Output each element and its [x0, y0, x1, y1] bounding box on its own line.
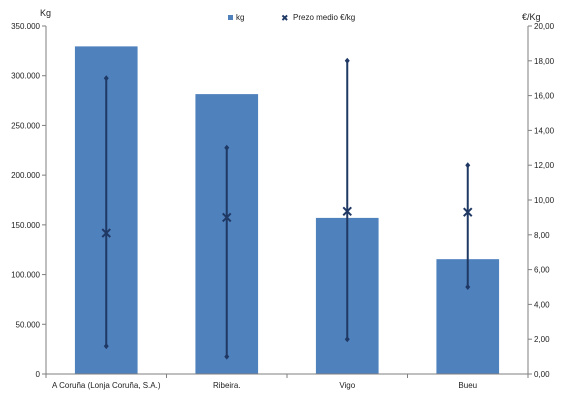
y-right-tick-label-7: 14,00 [534, 126, 555, 135]
y-right-tick-label-10: 20,00 [534, 22, 555, 31]
y-right-tick-label-4: 8,00 [534, 231, 550, 240]
price-min-marker-2 [344, 336, 350, 343]
y-right-tick-label-5: 10,00 [534, 196, 555, 205]
y-left-tick-label-4: 200.000 [11, 171, 40, 180]
x-tick-label-1: Ribeira. [213, 381, 241, 390]
y-right-tick-label-0: 0,00 [534, 370, 550, 379]
price-mean-marker-0 [101, 228, 111, 238]
y-right-tick-label-2: 4,00 [534, 300, 550, 309]
legend-marker-price: ✖ [281, 13, 289, 23]
axes: A Coruña (Lonja Coruña, S.A.) Ribeira. Vig… [11, 22, 554, 390]
y-right-tick-label-1: 2,00 [534, 335, 550, 344]
y-left-label: Kg [40, 8, 51, 18]
price-min-marker-3 [465, 284, 471, 290]
y-right-tick-label-3: 6,00 [534, 266, 550, 275]
price-max-marker-0 [103, 75, 109, 82]
legend: kg ✖ Prezo medio €/kg [228, 13, 355, 23]
y-left-tick-label-0: 0 [36, 370, 41, 379]
y-left-tick-label-3: 150.000 [11, 221, 40, 230]
legend-label-price: Prezo medio €/kg [293, 13, 355, 22]
price-mean-marker-2 [342, 206, 352, 217]
x-tick-label-3: Bueu [458, 381, 477, 390]
y-right-tick-label-9: 18,00 [534, 57, 555, 66]
legend-label-kg: kg [236, 13, 244, 22]
y-left-tick-label-5: 250.000 [11, 121, 40, 130]
x-tick-label-2: Vigo [339, 381, 355, 390]
price-mean-marker-1 [222, 212, 232, 223]
y-left-tick-label-6: 300.000 [11, 72, 40, 81]
y-left-tick-label-7: 350.000 [11, 22, 40, 31]
price-max-marker-2 [344, 57, 350, 64]
y-right-tick-label-8: 16,00 [534, 92, 555, 101]
y-right-tick-label-6: 12,00 [534, 161, 555, 170]
y-right-label: €/Kg [522, 12, 541, 22]
price-mean-marker-3 [463, 207, 473, 217]
price-ranges [101, 57, 473, 360]
bars [74, 46, 500, 374]
legend-swatch-kg [228, 15, 233, 20]
y-left-tick-label-1: 50.000 [16, 320, 41, 329]
price-max-marker-1 [224, 144, 230, 151]
price-max-marker-3 [465, 162, 471, 169]
x-tick-label-0: A Coruña (Lonja Coruña, S.A.) [52, 381, 161, 390]
price-min-marker-0 [103, 343, 109, 350]
price-min-marker-1 [224, 353, 230, 360]
y-left-tick-label-2: 100.000 [11, 271, 40, 280]
